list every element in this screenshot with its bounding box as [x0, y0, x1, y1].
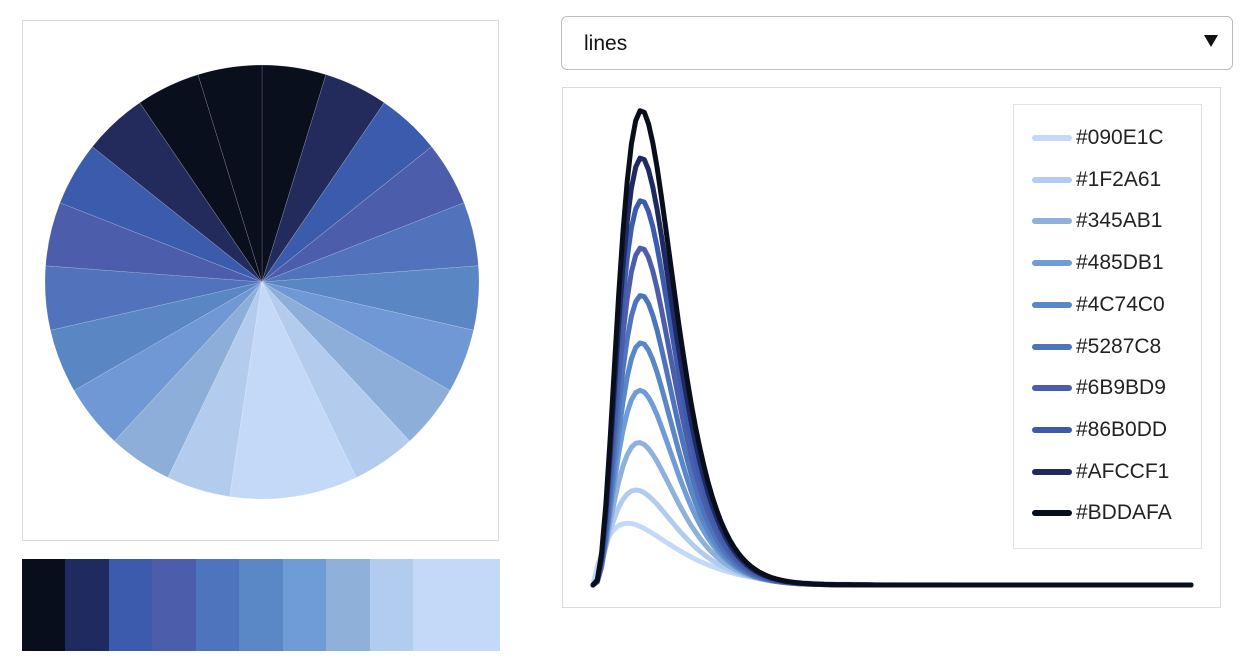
line-chart	[590, 108, 1194, 588]
pie-slice	[167, 281, 263, 497]
pie-slice	[113, 281, 263, 478]
legend-item: #090E1C	[1032, 125, 1164, 151]
legend-swatch	[1032, 468, 1072, 475]
color-swatch-strip	[22, 559, 500, 651]
legend-label: #345AB1	[1076, 209, 1163, 233]
legend-item: #AFCCF1	[1032, 459, 1169, 485]
chart-type-select[interactable]: lines	[561, 16, 1233, 70]
legend-swatch	[1032, 385, 1072, 392]
legend-item: #4C74C0	[1032, 292, 1165, 318]
color-swatch	[65, 559, 109, 651]
pie-slice	[261, 74, 385, 283]
legend-item: #345AB1	[1032, 208, 1162, 234]
color-swatch	[413, 559, 500, 651]
legend-label: #485DB1	[1076, 251, 1164, 275]
pie-slice	[45, 202, 263, 283]
color-swatch	[282, 559, 327, 651]
legend-swatch	[1032, 218, 1072, 225]
legend-label: #1F2A61	[1076, 167, 1162, 191]
legend-item: #86B0DD	[1032, 417, 1167, 443]
pie-slice	[197, 64, 263, 283]
legend-item: #6B9BD9	[1032, 375, 1166, 401]
legend-swatch	[1032, 301, 1072, 308]
color-swatch	[326, 559, 370, 651]
chart-type-select-value: lines	[584, 32, 628, 55]
pie-slice	[261, 146, 465, 283]
color-swatch	[22, 559, 66, 651]
pie-slice	[139, 74, 263, 283]
pie-slice	[59, 146, 263, 283]
legend-swatch	[1032, 135, 1072, 141]
pie-slice	[50, 281, 263, 391]
color-swatch	[108, 559, 153, 651]
legend-swatch	[1032, 426, 1072, 433]
pie-slice	[261, 202, 479, 283]
series-line	[590, 108, 1194, 588]
pie-slice	[73, 281, 263, 442]
pie-slice	[261, 281, 411, 478]
legend-swatch	[1032, 176, 1072, 183]
legend-item: #1F2A61	[1032, 167, 1161, 193]
legend-swatch	[1032, 343, 1072, 350]
chevron-down-icon	[1204, 35, 1218, 47]
pie-slice	[261, 64, 327, 283]
line-chart-panel: #090E1C #1F2A61 #345AB1 #485DB1 #4C74C0 #5287…	[562, 87, 1221, 608]
legend-label: #4C74C0	[1076, 292, 1165, 316]
pie-slice	[229, 280, 357, 500]
pie-slice	[44, 265, 263, 331]
legend-label: #090E1C	[1076, 126, 1164, 149]
legend-label: #BDDAFA	[1076, 501, 1172, 525]
color-swatch	[369, 559, 414, 651]
legend-label: #5287C8	[1076, 334, 1162, 358]
pie-slice	[91, 102, 263, 283]
legend-swatch	[1032, 510, 1072, 517]
legend-item: #5287C8	[1032, 334, 1161, 360]
pie-slice	[261, 102, 433, 283]
pie-slice	[261, 265, 480, 331]
color-swatch	[195, 559, 240, 651]
pie-chart	[44, 64, 480, 500]
legend-label: #6B9BD9	[1076, 376, 1166, 400]
legend-item: #485DB1	[1032, 250, 1164, 276]
legend-swatch	[1032, 260, 1072, 267]
chart-legend: #090E1C #1F2A61 #345AB1 #485DB1 #4C74C0 #5287…	[1013, 104, 1202, 549]
color-swatch	[239, 559, 283, 651]
color-swatch	[152, 559, 196, 651]
pie-chart-panel	[22, 20, 499, 541]
legend-item: #BDDAFA	[1032, 500, 1172, 526]
pie-slice	[261, 281, 451, 442]
pie-slice	[261, 281, 474, 391]
legend-label: #AFCCF1	[1076, 459, 1170, 483]
legend-label: #86B0DD	[1076, 417, 1168, 441]
